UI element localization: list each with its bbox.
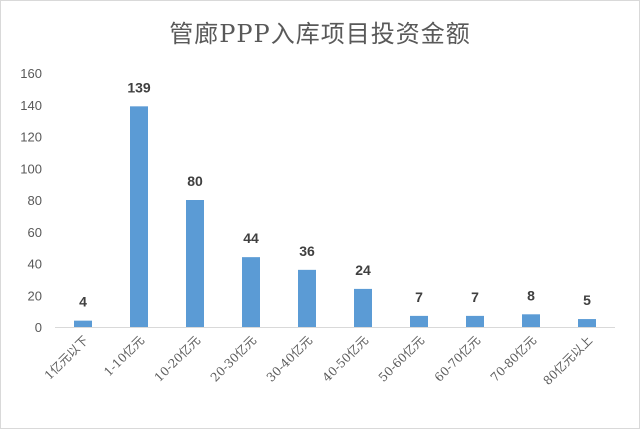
y-tick-label: 120 bbox=[20, 130, 42, 145]
y-tick-label: 0 bbox=[35, 320, 42, 335]
bar bbox=[130, 106, 148, 328]
x-tick-label: 1-10亿元 bbox=[100, 333, 147, 380]
x-tick-label: 80亿元以上 bbox=[540, 333, 595, 388]
y-tick-label: 60 bbox=[28, 225, 42, 240]
x-tick-label: 60-70亿元 bbox=[431, 333, 483, 385]
bar bbox=[74, 320, 92, 327]
bar bbox=[186, 200, 204, 327]
data-label: 7 bbox=[415, 289, 423, 305]
data-label: 139 bbox=[127, 79, 151, 95]
x-tick-label: 40-50亿元 bbox=[319, 333, 371, 385]
y-tick-label: 100 bbox=[20, 161, 42, 176]
data-label: 4 bbox=[79, 294, 87, 310]
data-labels: 4 139 80 44 36 24 7 7 8 5 bbox=[79, 79, 591, 309]
data-label: 44 bbox=[243, 230, 259, 246]
bar bbox=[242, 257, 260, 327]
y-tick-label: 140 bbox=[20, 98, 42, 113]
x-tick-label: 20-30亿元 bbox=[207, 333, 259, 385]
y-tick-label: 40 bbox=[28, 257, 42, 272]
chart-title: 管廊PPP入库项目投资金额 bbox=[169, 20, 471, 48]
y-axis: 0 20 40 60 80 100 120 140 160 bbox=[20, 66, 42, 335]
x-tick-label: 10-20亿元 bbox=[151, 333, 203, 385]
data-label: 24 bbox=[355, 262, 371, 278]
bar bbox=[466, 315, 484, 327]
x-tick-label: 70-80亿元 bbox=[487, 333, 539, 385]
data-label: 7 bbox=[471, 289, 479, 305]
x-tick-label: 30-40亿元 bbox=[263, 333, 315, 385]
bar bbox=[298, 269, 316, 327]
bar bbox=[578, 319, 596, 327]
data-label: 80 bbox=[187, 173, 203, 189]
x-tick-label: 1亿元以下 bbox=[41, 333, 91, 383]
data-label: 5 bbox=[583, 292, 591, 308]
bar bbox=[410, 315, 428, 327]
data-label: 8 bbox=[527, 287, 535, 303]
data-label: 36 bbox=[299, 243, 315, 259]
y-tick-label: 20 bbox=[28, 288, 42, 303]
bar bbox=[522, 314, 540, 327]
y-tick-label: 160 bbox=[20, 66, 42, 81]
bars bbox=[74, 106, 596, 328]
y-tick-label: 80 bbox=[28, 193, 42, 208]
bar bbox=[354, 288, 372, 327]
x-tick-label: 50-60亿元 bbox=[375, 333, 427, 385]
x-axis: 1亿元以下 1-10亿元 10-20亿元 20-30亿元 30-40亿元 40-50亿元 5… bbox=[41, 327, 615, 388]
